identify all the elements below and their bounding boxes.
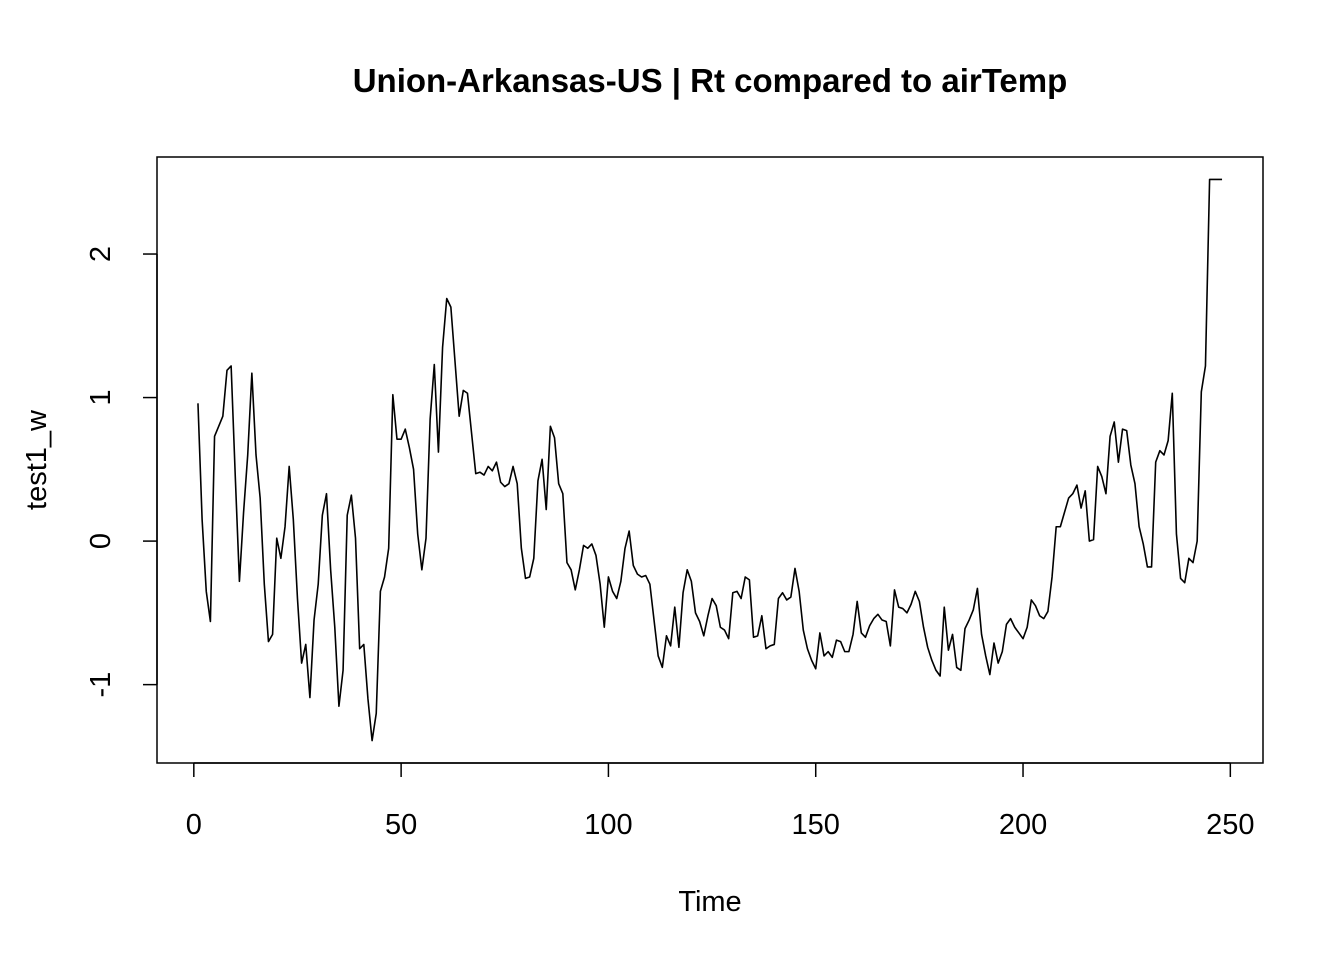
x-tick-label: 0 bbox=[186, 809, 202, 841]
x-axis-title: Time bbox=[678, 886, 741, 918]
y-tick-label: 2 bbox=[85, 246, 117, 262]
x-tick-label: 200 bbox=[999, 809, 1047, 841]
x-tick-label: 50 bbox=[385, 809, 417, 841]
chart-title: Union-Arkansas-US | Rt compared to airTe… bbox=[353, 62, 1068, 99]
y-tick-label: 1 bbox=[85, 389, 117, 405]
y-tick-label: 0 bbox=[85, 533, 117, 549]
data-line bbox=[197, 178, 1223, 742]
y-axis-title: test1_w bbox=[21, 409, 53, 510]
x-tick-label: 100 bbox=[584, 809, 632, 841]
y-tick-label: -1 bbox=[85, 672, 117, 698]
x-tick-label: 250 bbox=[1206, 809, 1254, 841]
x-tick-label: 150 bbox=[792, 809, 840, 841]
